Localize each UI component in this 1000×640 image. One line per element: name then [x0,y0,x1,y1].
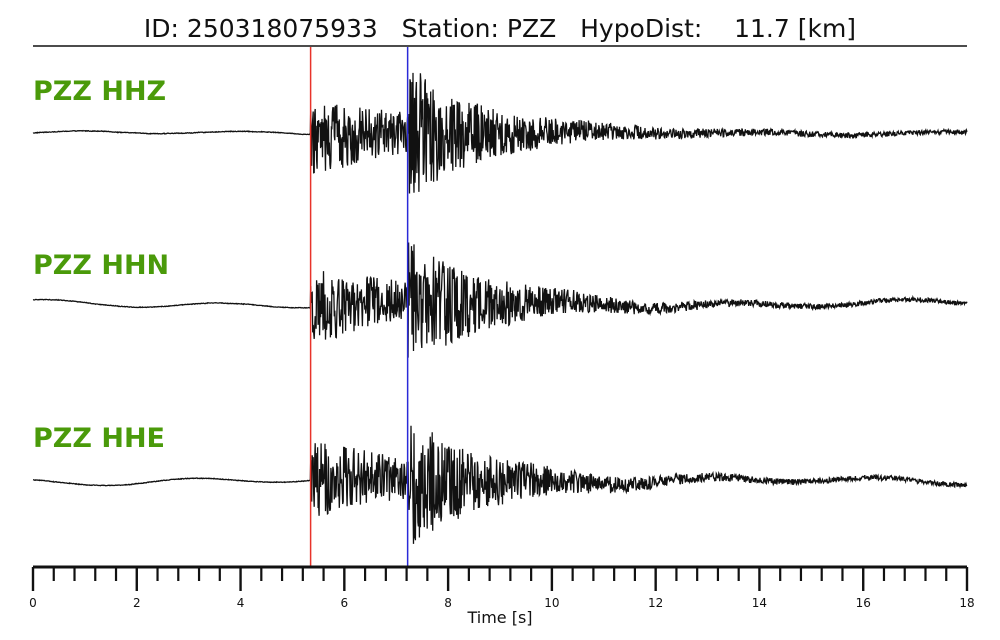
trace-label: PZZ HHZ [33,76,166,107]
x-tick-label: 12 [648,596,663,610]
x-tick-label: 0 [29,596,37,610]
x-tick-label: 6 [341,596,349,610]
trace-label: PZZ HHE [33,423,165,454]
phase-picks [309,47,409,567]
x-tick-label: 2 [133,596,141,610]
event-id-value: 250318075933 [187,14,378,43]
traces-group [32,72,968,544]
trace-label: PZZ HHN [33,250,169,281]
station-value: PZZ [507,14,556,43]
x-tick-label: 18 [959,596,974,610]
x-tick-label: 4 [237,596,245,610]
x-tick-label: 16 [856,596,871,610]
waveform-trace [32,242,968,358]
x-tick-label: 8 [444,596,452,610]
trace-labels: PZZ HHZ PZZ HHN PZZ HHE [33,76,169,454]
hypodist-label: HypoDist: [580,14,702,43]
event-id-label: ID: [144,14,179,43]
station-label: Station: [402,14,499,43]
x-tick-label: 10 [544,596,559,610]
figure-title: ID: 250318075933 Station: PZZ HypoDist: … [144,14,856,43]
hypodist-value: 11.7 [km] [734,14,856,43]
x-axis: 0 2 4 6 8 10 12 14 16 18 [29,565,975,610]
x-tick-label: 14 [752,596,767,610]
x-axis-label: Time [s] [466,608,532,627]
waveform-trace [32,425,968,544]
waveform-trace [32,72,968,194]
